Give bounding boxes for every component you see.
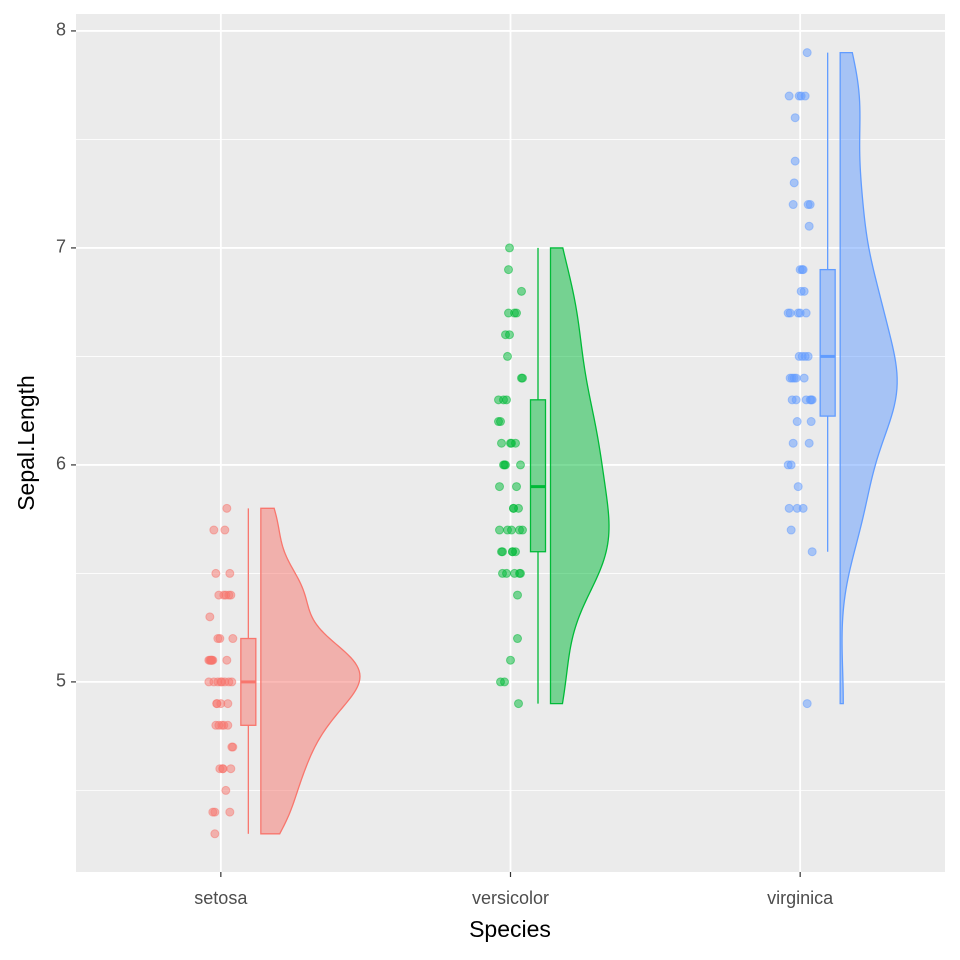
x-tick-label: setosa xyxy=(194,888,248,908)
point xyxy=(497,438,506,448)
point xyxy=(788,200,798,210)
point xyxy=(795,308,805,318)
point xyxy=(513,634,522,644)
point xyxy=(789,373,799,383)
point xyxy=(205,612,215,622)
point xyxy=(504,265,513,275)
point xyxy=(210,829,220,839)
density xyxy=(260,507,361,835)
x-tick-label: versicolor xyxy=(472,888,549,908)
point xyxy=(516,460,525,470)
point xyxy=(211,568,221,578)
x-axis-title: Species xyxy=(469,916,551,942)
point xyxy=(226,590,236,600)
point xyxy=(209,525,219,535)
point xyxy=(509,503,518,513)
point xyxy=(804,221,814,231)
point xyxy=(797,265,807,275)
point xyxy=(786,460,796,470)
point xyxy=(209,677,219,687)
point xyxy=(228,634,238,644)
point xyxy=(504,308,513,318)
point xyxy=(225,568,235,578)
y-tick-label: 7 xyxy=(56,237,66,257)
point xyxy=(799,373,809,383)
box xyxy=(529,399,547,553)
point xyxy=(512,482,521,492)
point xyxy=(800,91,810,101)
point xyxy=(226,764,236,774)
point xyxy=(495,525,504,535)
point xyxy=(225,807,235,817)
density xyxy=(839,51,898,705)
point xyxy=(806,417,816,427)
point xyxy=(495,482,504,492)
point xyxy=(792,417,802,427)
point xyxy=(784,91,794,101)
point xyxy=(786,525,796,535)
point xyxy=(222,503,232,513)
point xyxy=(213,634,223,644)
density xyxy=(549,247,610,705)
point xyxy=(803,200,813,210)
point xyxy=(514,699,523,709)
point xyxy=(510,568,519,578)
point xyxy=(796,286,806,296)
x-tick-label: virginica xyxy=(767,888,834,908)
point xyxy=(783,308,793,318)
point xyxy=(496,677,505,687)
point xyxy=(212,699,222,709)
point xyxy=(790,156,800,166)
point xyxy=(499,395,508,405)
point xyxy=(788,438,798,448)
point xyxy=(505,330,514,340)
point xyxy=(506,655,515,665)
point xyxy=(513,590,522,600)
point xyxy=(508,547,517,557)
point xyxy=(498,568,507,578)
y-tick-label: 6 xyxy=(56,454,66,474)
point xyxy=(219,720,229,730)
point xyxy=(220,525,230,535)
y-tick-label: 8 xyxy=(56,20,66,40)
point xyxy=(804,438,814,448)
box xyxy=(819,268,836,417)
point xyxy=(787,395,797,405)
point xyxy=(206,655,216,665)
point xyxy=(507,525,516,535)
point xyxy=(790,113,800,123)
point xyxy=(221,785,231,795)
point xyxy=(222,655,232,665)
point xyxy=(793,482,803,492)
point xyxy=(512,308,521,318)
point xyxy=(802,48,812,58)
point xyxy=(807,395,817,405)
y-tick-label: 5 xyxy=(56,671,66,691)
point xyxy=(506,438,515,448)
point xyxy=(802,699,812,709)
y-axis-title: Sepal.Length xyxy=(13,375,39,511)
point xyxy=(798,503,808,513)
point xyxy=(218,764,228,774)
point xyxy=(784,503,794,513)
point xyxy=(517,286,526,296)
point xyxy=(223,699,233,709)
point xyxy=(518,525,527,535)
point xyxy=(208,807,218,817)
point xyxy=(500,460,509,470)
point xyxy=(807,547,817,557)
point xyxy=(227,742,237,752)
point xyxy=(494,417,503,427)
point xyxy=(518,373,527,383)
point xyxy=(794,351,804,361)
point xyxy=(503,351,512,361)
point xyxy=(789,178,799,188)
point xyxy=(505,243,514,253)
point xyxy=(217,677,227,687)
point xyxy=(497,547,506,557)
